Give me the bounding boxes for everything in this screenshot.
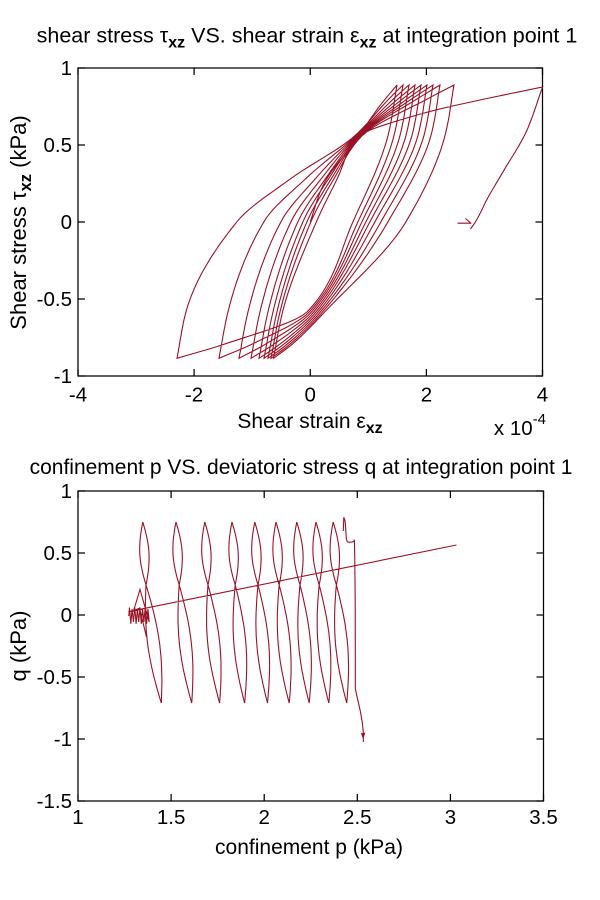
- svg-text:3: 3: [445, 806, 456, 829]
- svg-text:q (kPa): q (kPa): [6, 611, 31, 682]
- svg-text:0: 0: [61, 604, 72, 627]
- svg-text:confinement p VS. deviatoric s: confinement p VS. deviatoric stress q at…: [30, 456, 573, 479]
- svg-text:-1.5: -1.5: [37, 790, 72, 813]
- svg-text:1.5: 1.5: [157, 806, 186, 829]
- svg-text:2: 2: [421, 384, 432, 407]
- svg-text:1: 1: [61, 57, 72, 80]
- svg-text:1: 1: [72, 806, 83, 829]
- svg-text:0: 0: [61, 211, 72, 234]
- svg-text:-0.5: -0.5: [37, 288, 72, 311]
- svg-text:Shear strain εxz: Shear strain εxz: [237, 410, 382, 437]
- svg-text:4: 4: [537, 384, 548, 407]
- svg-text:confinement p (kPa): confinement p (kPa): [215, 836, 403, 859]
- svg-text:2.5: 2.5: [343, 806, 372, 829]
- svg-text:-4: -4: [69, 384, 87, 407]
- svg-text:-1: -1: [54, 728, 72, 751]
- svg-text:shear stress τxz VS. shear str: shear stress τxz VS. shear strain εxz at…: [37, 24, 578, 52]
- svg-text:0.5: 0.5: [44, 542, 73, 565]
- svg-text:Shear stress τxz (kPa): Shear stress τxz (kPa): [6, 115, 35, 329]
- svg-text:0: 0: [305, 384, 316, 407]
- svg-text:-0.5: -0.5: [37, 666, 72, 689]
- svg-text:-1: -1: [54, 365, 72, 388]
- svg-text:3.5: 3.5: [529, 806, 558, 829]
- svg-text:-2: -2: [185, 384, 203, 407]
- svg-text:0.5: 0.5: [44, 134, 73, 157]
- svg-text:1: 1: [61, 480, 72, 503]
- svg-text:2: 2: [258, 806, 269, 829]
